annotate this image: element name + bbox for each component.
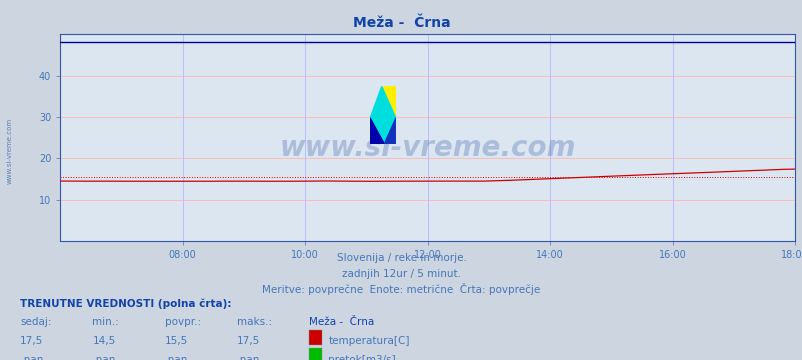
Text: temperatura[C]: temperatura[C]	[328, 336, 409, 346]
Polygon shape	[370, 118, 384, 144]
Polygon shape	[384, 118, 395, 144]
Text: 14,5: 14,5	[92, 336, 115, 346]
Text: TRENUTNE VREDNOSTI (polna črta):: TRENUTNE VREDNOSTI (polna črta):	[20, 298, 231, 309]
Text: -nan: -nan	[20, 355, 43, 360]
Text: Meža -  Črna: Meža - Črna	[309, 318, 374, 328]
Text: sedaj:: sedaj:	[20, 318, 51, 328]
Text: -nan: -nan	[92, 355, 115, 360]
Text: www.si-vreme.com: www.si-vreme.com	[279, 134, 575, 162]
Text: 15,5: 15,5	[164, 336, 188, 346]
Text: -nan: -nan	[237, 355, 260, 360]
Text: zadnjih 12ur / 5 minut.: zadnjih 12ur / 5 minut.	[342, 269, 460, 279]
Text: Meritve: povprečne  Enote: metrične  Črta: povprečje: Meritve: povprečne Enote: metrične Črta:…	[262, 283, 540, 296]
Polygon shape	[370, 86, 395, 144]
Text: min.:: min.:	[92, 318, 119, 328]
Text: maks.:: maks.:	[237, 318, 272, 328]
Text: povpr.:: povpr.:	[164, 318, 200, 328]
Polygon shape	[381, 86, 395, 118]
Text: 17,5: 17,5	[237, 336, 260, 346]
Text: www.si-vreme.com: www.si-vreme.com	[6, 118, 13, 184]
Text: Slovenija / reke in morje.: Slovenija / reke in morje.	[336, 253, 466, 263]
Text: 17,5: 17,5	[20, 336, 43, 346]
Text: pretok[m3/s]: pretok[m3/s]	[328, 355, 395, 360]
Text: Meža -  Črna: Meža - Črna	[352, 16, 450, 30]
Text: -nan: -nan	[164, 355, 188, 360]
